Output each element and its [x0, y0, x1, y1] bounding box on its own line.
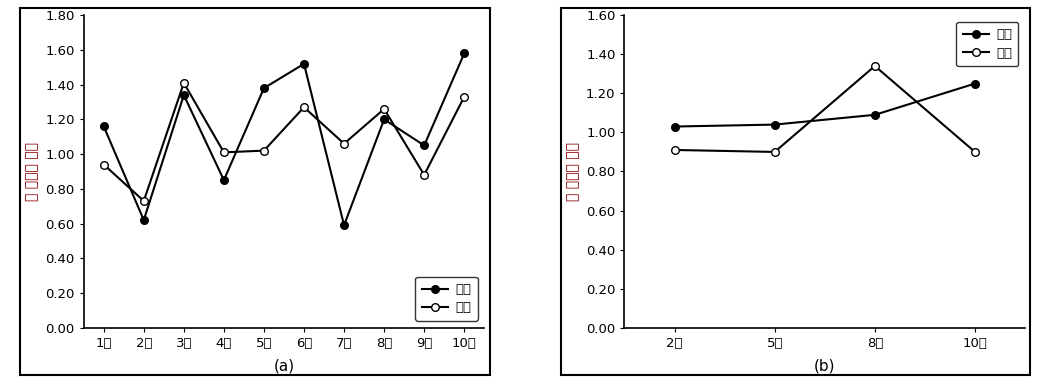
저층 [969, 150, 981, 154]
표층 [378, 117, 390, 122]
Line: 저층: 저층 [99, 79, 468, 205]
Line: 표층: 표층 [670, 80, 979, 130]
저층 [458, 94, 471, 99]
Y-axis label: 종 다양성 지수: 종 다양성 지수 [566, 142, 581, 201]
Y-axis label: 종 다양성 지수: 종 다양성 지수 [25, 142, 40, 201]
표층 [97, 124, 110, 129]
저층 [137, 199, 150, 203]
표층 [668, 124, 681, 129]
표층 [458, 51, 471, 56]
표층 [137, 218, 150, 223]
저층 [257, 148, 270, 153]
Line: 표층: 표층 [99, 50, 468, 229]
저층 [298, 105, 311, 109]
표층 [418, 143, 431, 148]
X-axis label: (a): (a) [273, 358, 295, 373]
표층 [298, 62, 311, 66]
Legend: 표층, 저층: 표층, 저층 [956, 22, 1019, 66]
저층 [769, 150, 781, 154]
저층 [868, 64, 881, 68]
X-axis label: (b): (b) [814, 358, 836, 373]
표층 [178, 93, 190, 98]
표층 [257, 86, 270, 90]
저층 [668, 148, 681, 152]
표층 [769, 122, 781, 127]
저층 [97, 162, 110, 167]
Line: 저층: 저층 [670, 62, 979, 156]
저층 [418, 173, 431, 177]
Legend: 표층, 저층: 표층, 저층 [415, 277, 478, 321]
저층 [178, 81, 190, 85]
표층 [338, 223, 350, 227]
표층 [218, 178, 230, 182]
표층 [969, 81, 981, 86]
저층 [378, 107, 390, 111]
저층 [338, 141, 350, 146]
저층 [218, 150, 230, 155]
표층 [868, 112, 881, 117]
